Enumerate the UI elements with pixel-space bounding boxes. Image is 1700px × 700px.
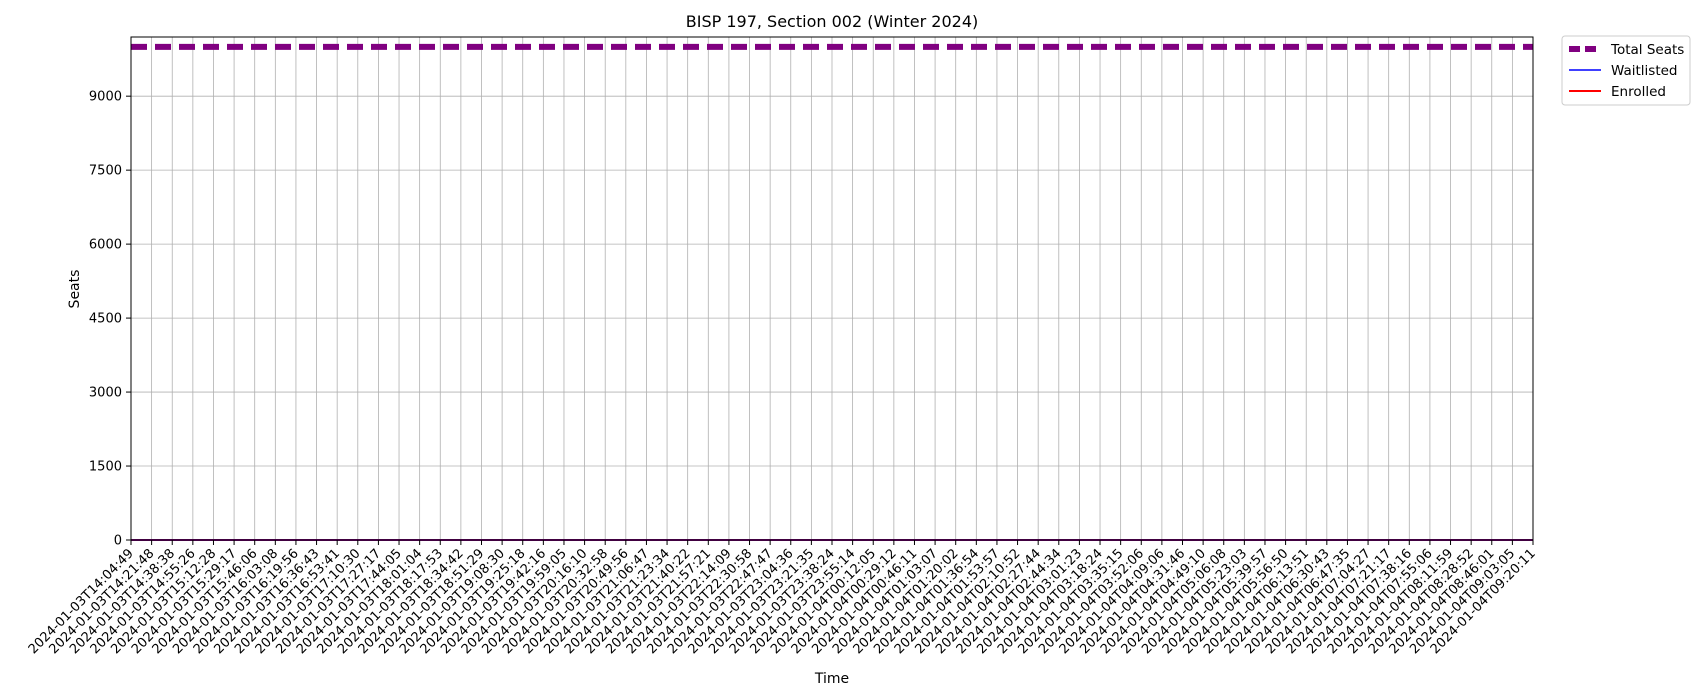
y-tick-label: 6000 [89,238,122,253]
legend-frame [1561,35,1691,106]
y-tick-label: 4500 [89,312,122,327]
y-tick-label: 0 [114,534,122,549]
y-axis-title: Seats [67,270,83,309]
chart-title: BISP 197, Section 002 (Winter 2024) [686,12,979,31]
x-axis: 2024-01-03T14:04:492024-01-03T14:21:4820… [26,540,1539,657]
y-tick-label: 1500 [89,460,122,475]
x-axis-title: Time [814,671,849,687]
y-tick-label: 7500 [89,164,122,179]
legend: Total Seats Waitlisted Enrolled [1561,35,1691,106]
gridlines [130,37,1534,541]
legend-label: Total Seats [1610,42,1684,58]
y-axis: 0 1500 3000 4500 6000 7500 9000 [89,90,131,549]
legend-label: Enrolled [1611,84,1666,100]
y-tick-label: 9000 [89,90,122,105]
y-tick-label: 3000 [89,386,122,401]
legend-label: Waitlisted [1611,63,1678,79]
